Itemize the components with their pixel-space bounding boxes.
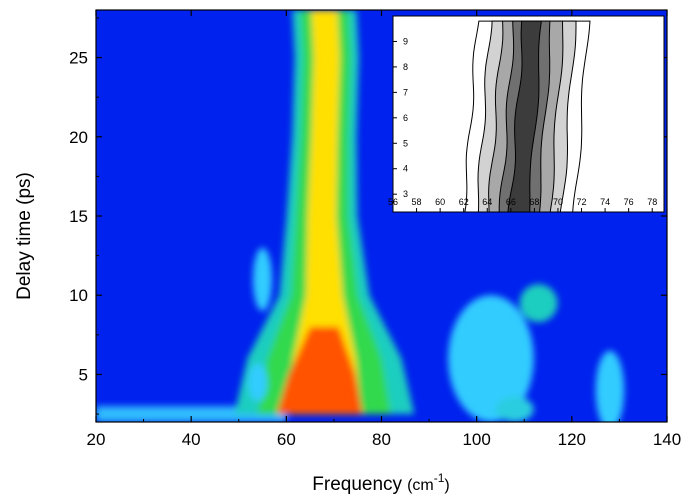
peak-core — [276, 326, 363, 415]
y-axis: 5 10 15 20 25 — [69, 17, 667, 415]
inset-x-tick-label: 58 — [412, 197, 422, 207]
blob-5 — [495, 396, 534, 422]
inset-y-tick-label: 7 — [403, 87, 408, 97]
x-axis-unit-exponent: -1 — [434, 471, 445, 485]
x-tick-label: 40 — [182, 430, 201, 449]
inset-x-tick-label: 62 — [459, 197, 469, 207]
x-tick-label: 120 — [558, 430, 586, 449]
inset-frame — [392, 15, 665, 213]
inset-y-axis: 3 4 5 6 7 8 9 — [393, 36, 408, 199]
blob-2 — [248, 363, 268, 402]
inset-x-tick-label: 78 — [647, 197, 657, 207]
inset-y-tick-label: 4 — [403, 164, 408, 174]
y-axis-title: Delay time (ps) — [14, 172, 35, 300]
inset-x-tick-label: 72 — [577, 197, 587, 207]
y-tick-label: 15 — [69, 207, 88, 226]
heatmap-features — [96, 10, 625, 422]
x-axis-label: Frequency — [312, 474, 402, 495]
inset-x-tick-label: 70 — [553, 197, 563, 207]
x-axis: 20 40 60 80 100 120 140 — [87, 10, 681, 449]
x-axis-unit: cm — [412, 477, 433, 494]
y-tick-label: 20 — [69, 128, 88, 147]
inset-x-tick-label: 68 — [529, 197, 539, 207]
inset-contour-layer — [464, 20, 591, 212]
blob-4 — [519, 284, 558, 323]
x-axis-title: Frequency (cm-1) — [312, 471, 449, 495]
inset-x-tick-label: 60 — [435, 197, 445, 207]
x-tick-label: 60 — [277, 430, 296, 449]
inset-x-axis: 56 58 60 62 64 66 68 70 72 74 76 78 — [388, 197, 657, 212]
x-tick-label: 140 — [653, 430, 681, 449]
inset-x-tick-label: 76 — [624, 197, 634, 207]
inset-y-tick-label: 6 — [403, 113, 408, 123]
x-tick-label: 100 — [462, 430, 490, 449]
inset-x-tick-label: 64 — [482, 197, 492, 207]
inset-contour-level — [507, 20, 542, 212]
x-tick-label: 20 — [87, 430, 106, 449]
inset-x-tick-label: 56 — [388, 197, 398, 207]
inset-y-tick-label: 9 — [403, 36, 408, 46]
y-tick-label: 10 — [69, 286, 88, 305]
y-tick-label: 5 — [79, 365, 88, 384]
inset-y-tick-label: 5 — [403, 138, 408, 148]
heatmap-layer — [96, 10, 625, 422]
main-band-contour — [287, 10, 361, 415]
inset-y-tick-label: 3 — [403, 189, 408, 199]
blob-3 — [448, 295, 534, 422]
blob-1 — [253, 247, 273, 312]
blob-6 — [595, 350, 625, 422]
inset-x-tick-label: 74 — [600, 197, 610, 207]
inset-x-tick-label: 66 — [506, 197, 516, 207]
inset-y-tick-label: 8 — [403, 62, 408, 72]
x-axis-unit-open: ( — [407, 477, 413, 494]
y-tick-label: 25 — [69, 49, 88, 68]
x-axis-unit-close: ) — [444, 477, 449, 494]
x-tick-label: 80 — [372, 430, 391, 449]
